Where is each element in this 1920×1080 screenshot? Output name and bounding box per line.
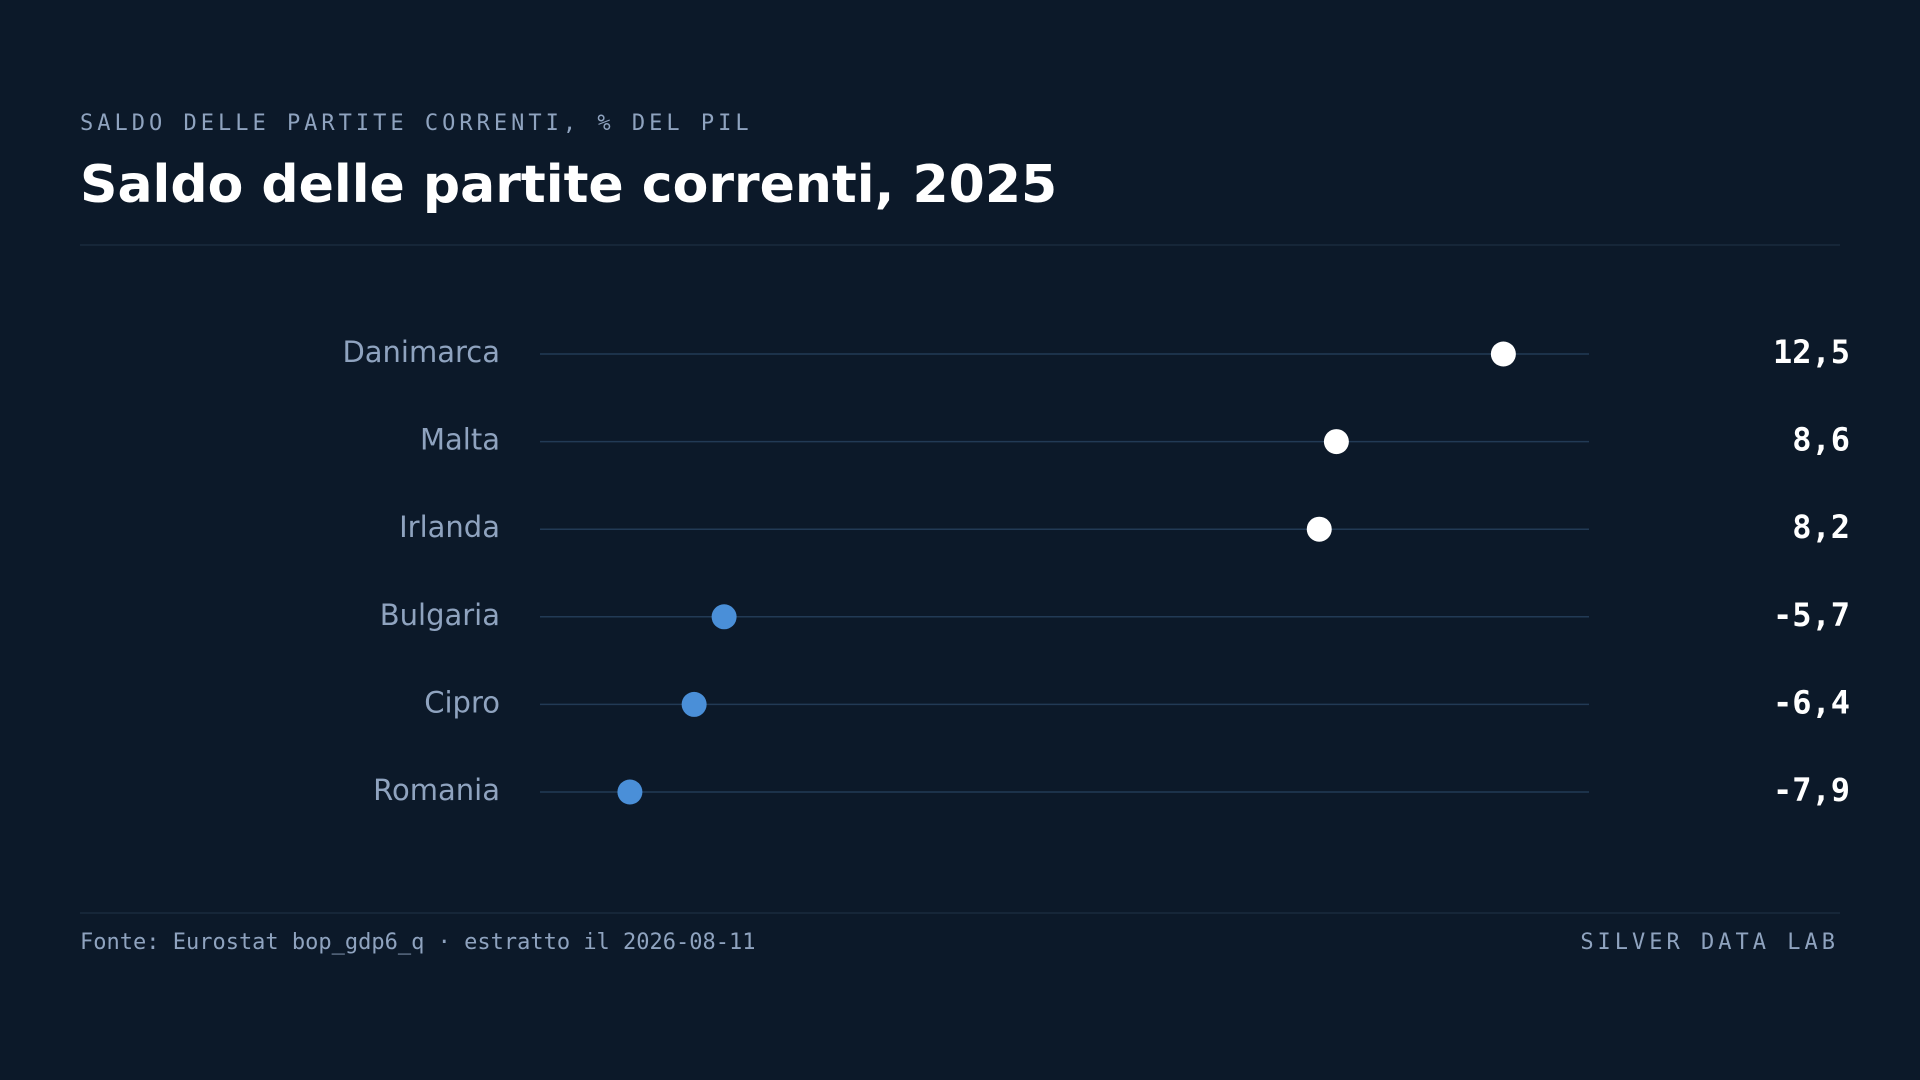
value-label: -7,9 <box>1773 771 1850 809</box>
category-label: Danimarca <box>342 335 500 369</box>
dot <box>681 691 707 717</box>
source-note: Fonte: Eurostat bop_gdp6_q · estratto il… <box>80 930 756 955</box>
dot <box>617 779 643 805</box>
category-label: Irlanda <box>399 510 500 544</box>
dot <box>711 604 737 630</box>
category-label: Cipro <box>424 685 500 719</box>
category-label: Romania <box>373 773 500 807</box>
value-label: 8,2 <box>1792 508 1850 546</box>
chart-subtitle: SALDO DELLE PARTITE CORRENTI, % DEL PIL <box>80 111 753 136</box>
value-label: -5,7 <box>1773 596 1850 634</box>
chart-title: Saldo delle partite correnti, 2025 <box>80 155 1057 215</box>
dot <box>1323 429 1349 455</box>
dot <box>1306 516 1332 542</box>
category-label: Malta <box>420 423 500 457</box>
category-label: Bulgaria <box>380 598 500 632</box>
brand: SILVER DATA LAB <box>1580 930 1839 955</box>
dot <box>1490 341 1516 367</box>
value-label: 8,6 <box>1792 421 1850 459</box>
value-label: 12,5 <box>1773 333 1850 371</box>
value-label: -6,4 <box>1773 683 1850 721</box>
